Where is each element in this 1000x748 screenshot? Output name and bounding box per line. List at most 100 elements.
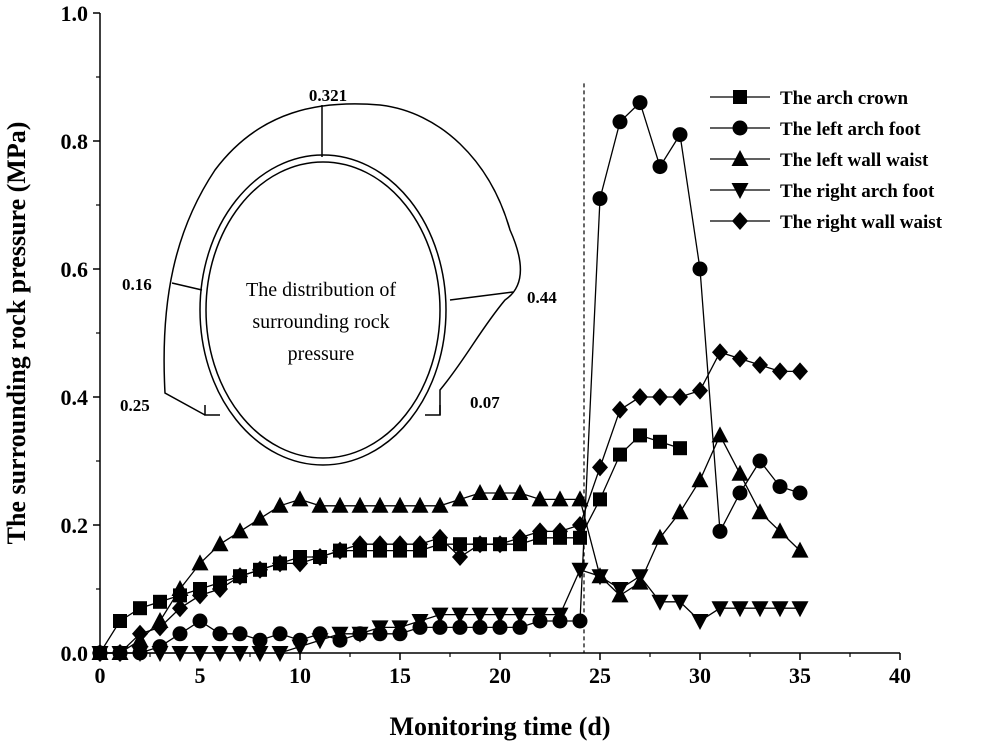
data-point-the-right-arch-foot bbox=[191, 646, 209, 662]
data-point-the-right-arch-foot bbox=[391, 620, 409, 637]
legend-label-the-left-wall-waist: The left wall waist bbox=[780, 150, 929, 171]
data-point-the-right-wall-waist bbox=[232, 567, 248, 586]
data-point-the-right-arch-foot bbox=[351, 626, 369, 643]
data-point-the-left-wall-waist bbox=[671, 503, 689, 520]
series-layer bbox=[91, 95, 809, 662]
data-point-the-right-arch-foot bbox=[591, 569, 609, 586]
data-point-the-right-wall-waist bbox=[192, 586, 208, 605]
x-tick-label: 35 bbox=[789, 663, 811, 688]
data-point-the-right-wall-waist bbox=[672, 388, 688, 406]
data-point-the-right-arch-foot bbox=[651, 594, 669, 611]
data-point-the-right-arch-foot bbox=[531, 607, 549, 624]
data-point-the-left-arch-foot bbox=[612, 114, 628, 130]
data-point-the-arch-crown bbox=[633, 428, 647, 443]
data-point-the-right-wall-waist bbox=[632, 388, 648, 406]
inset-title-line-3: pressure bbox=[288, 343, 355, 365]
legend: The arch crown The left arch foot The left… bbox=[710, 88, 943, 233]
data-point-the-right-arch-foot bbox=[511, 607, 529, 624]
data-point-the-right-wall-waist bbox=[472, 535, 488, 554]
data-point-the-left-arch-foot bbox=[492, 619, 508, 635]
data-point-the-right-arch-foot bbox=[611, 582, 629, 598]
data-point-the-left-wall-waist bbox=[551, 490, 569, 507]
tunnel-base bbox=[204, 405, 441, 416]
data-point-the-left-wall-waist bbox=[691, 471, 709, 488]
data-point-the-left-wall-waist bbox=[171, 580, 189, 596]
y-axis-title: The surrounding rock pressure (MPa) bbox=[2, 122, 31, 545]
data-point-the-right-wall-waist bbox=[292, 554, 308, 573]
data-point-the-left-arch-foot bbox=[732, 485, 748, 501]
data-point-the-right-wall-waist bbox=[652, 388, 668, 406]
data-point-the-left-wall-waist bbox=[291, 490, 309, 507]
data-point-the-right-wall-waist bbox=[692, 381, 708, 400]
data-point-the-arch-crown bbox=[113, 614, 127, 628]
data-point-the-right-wall-waist bbox=[572, 516, 588, 534]
data-point-the-right-arch-foot bbox=[331, 626, 349, 643]
x-tick-label: 15 bbox=[389, 663, 411, 688]
data-point-the-right-wall-waist bbox=[592, 458, 608, 477]
data-point-the-left-wall-waist bbox=[311, 496, 329, 513]
data-point-the-right-wall-waist bbox=[172, 599, 188, 618]
axes-group: 0 5 10 15 20 25 30 35 40 0.0 0.2 0.4 0.6 0.8 1.0 Monito… bbox=[2, 1, 911, 741]
y-tick-label: 0.6 bbox=[61, 257, 89, 282]
data-point-the-right-arch-foot bbox=[551, 607, 569, 624]
y-tick-label: 0.8 bbox=[61, 129, 89, 154]
tunnel-inner-lining bbox=[205, 161, 441, 459]
data-point-the-right-arch-foot bbox=[491, 607, 509, 624]
legend-label-the-right-wall-waist: The right wall waist bbox=[780, 212, 943, 233]
data-point-the-right-wall-waist bbox=[372, 535, 388, 554]
legend-label-the-right-arch-foot: The right arch foot bbox=[780, 181, 935, 202]
data-point-the-left-wall-waist bbox=[571, 490, 589, 507]
data-point-the-left-arch-foot bbox=[692, 261, 708, 277]
data-point-the-left-wall-waist bbox=[191, 554, 209, 571]
data-point-the-right-arch-foot bbox=[731, 601, 749, 618]
data-point-the-left-wall-waist bbox=[471, 484, 489, 500]
data-point-the-left-wall-waist bbox=[491, 484, 509, 500]
data-point-the-right-arch-foot bbox=[151, 646, 169, 662]
data-point-the-left-arch-foot bbox=[592, 191, 608, 207]
data-point-the-right-arch-foot bbox=[691, 614, 709, 630]
data-point-the-right-wall-waist bbox=[152, 618, 168, 637]
legend-marker-the-left-wall-waist bbox=[731, 150, 749, 166]
data-point-the-left-wall-waist bbox=[351, 496, 369, 513]
inset-value-crown: 0.321 bbox=[309, 86, 347, 105]
data-point-the-arch-crown bbox=[453, 537, 467, 552]
data-point-the-right-arch-foot bbox=[171, 646, 189, 662]
left-arch-indicator-line bbox=[171, 282, 203, 291]
data-point-the-right-wall-waist bbox=[92, 644, 108, 662]
data-point-the-right-arch-foot bbox=[571, 562, 589, 579]
data-point-the-right-wall-waist bbox=[312, 548, 328, 566]
data-point-the-right-wall-waist bbox=[732, 349, 748, 368]
data-point-the-left-wall-waist bbox=[211, 535, 229, 552]
data-point-the-right-wall-waist bbox=[612, 400, 628, 419]
data-point-the-right-arch-foot bbox=[311, 633, 329, 650]
data-point-the-right-wall-waist bbox=[212, 580, 228, 598]
data-point-the-right-arch-foot bbox=[471, 607, 489, 624]
data-point-the-arch-crown bbox=[153, 594, 167, 609]
data-point-the-left-wall-waist bbox=[531, 490, 549, 507]
data-point-the-right-wall-waist bbox=[112, 644, 128, 662]
data-point-the-left-arch-foot bbox=[672, 127, 688, 143]
data-point-the-right-arch-foot bbox=[431, 607, 449, 624]
data-point-the-left-wall-waist bbox=[451, 490, 469, 507]
data-point-the-right-wall-waist bbox=[552, 522, 568, 541]
legend-label-the-left-arch-foot: The left arch foot bbox=[780, 119, 921, 140]
data-point-the-left-wall-waist bbox=[391, 496, 409, 513]
data-point-the-right-arch-foot bbox=[771, 601, 789, 618]
legend-label-the-arch-crown: The arch crown bbox=[780, 88, 909, 109]
data-point-the-right-arch-foot bbox=[451, 607, 469, 624]
data-point-the-right-arch-foot bbox=[631, 569, 649, 586]
data-point-the-right-arch-foot bbox=[131, 646, 149, 662]
data-point-the-right-arch-foot bbox=[791, 601, 809, 618]
legend-marker-the-right-wall-waist bbox=[732, 212, 748, 230]
y-tick-label: 0.0 bbox=[61, 641, 89, 666]
data-point-the-left-wall-waist bbox=[231, 522, 249, 539]
data-point-the-left-wall-waist bbox=[731, 464, 749, 481]
data-point-the-right-wall-waist bbox=[412, 535, 428, 554]
data-point-the-left-arch-foot bbox=[452, 619, 468, 635]
data-point-the-right-arch-foot bbox=[291, 639, 309, 656]
data-point-the-left-wall-waist bbox=[711, 426, 729, 443]
legend-marker-the-right-arch-foot bbox=[731, 183, 749, 199]
data-point-the-left-arch-foot bbox=[632, 95, 648, 111]
tunnel-outer-lining bbox=[199, 154, 447, 466]
